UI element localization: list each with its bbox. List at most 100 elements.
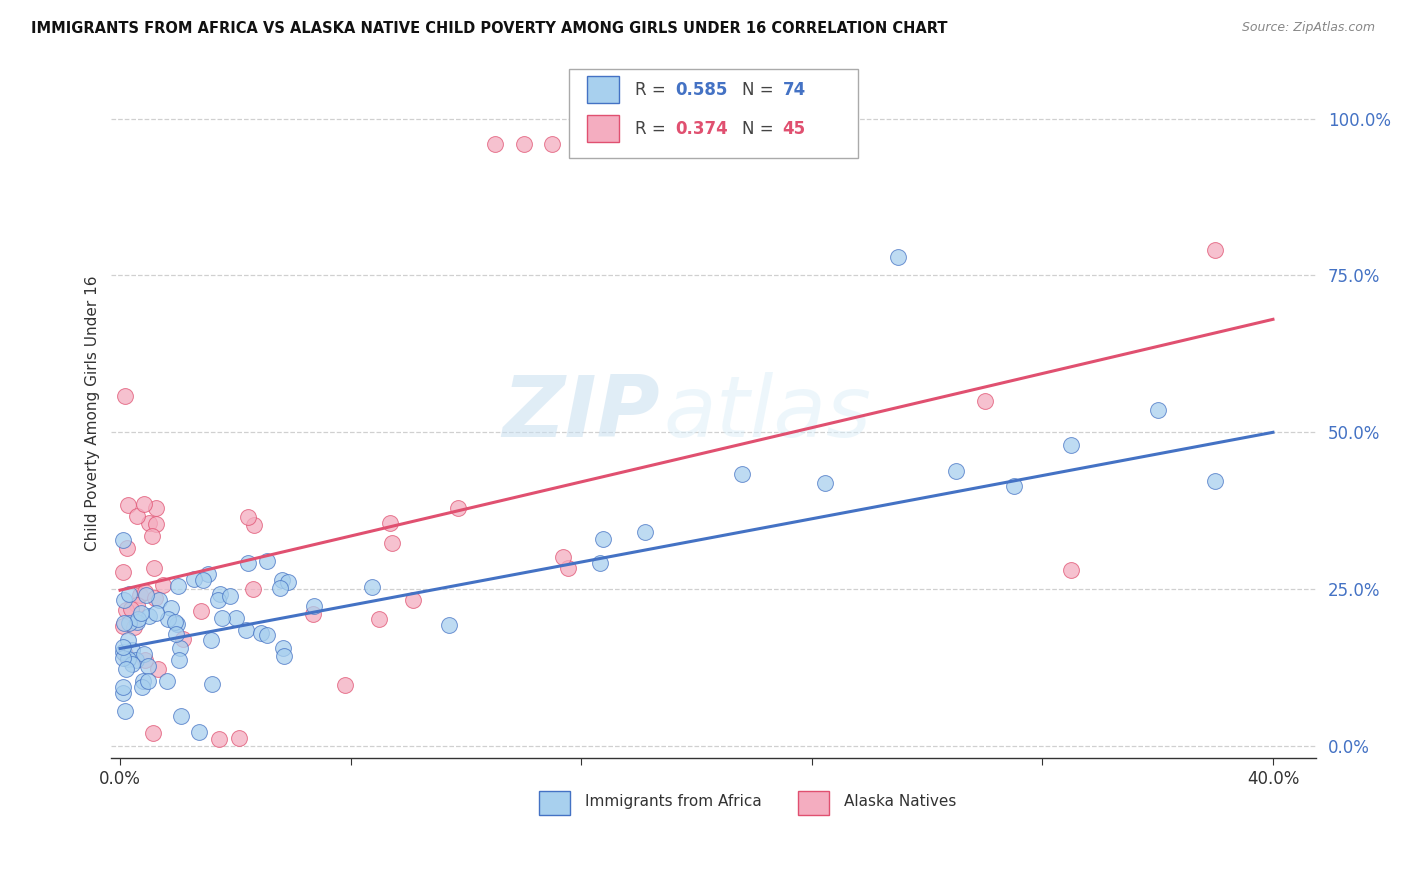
Point [277,574,299,589]
Text: R =: R = [636,120,672,137]
Point [1204,475,1226,489]
Point [131,680,153,694]
Point [163,615,186,629]
Point [112,616,135,631]
Point [172,632,194,647]
Point [273,640,295,655]
Point [134,652,156,666]
Point [129,606,152,620]
Point [111,645,134,659]
Point [136,673,159,688]
Y-axis label: Child Poverty Among Girls Under 16: Child Poverty Among Girls Under 16 [86,276,100,551]
Point [1060,438,1083,452]
Text: Source: ZipAtlas.com: Source: ZipAtlas.com [1241,21,1375,34]
Point [156,611,179,625]
Point [242,582,264,596]
Text: N =: N = [741,80,779,99]
Point [135,588,157,602]
Point [211,611,233,625]
Point [887,250,910,264]
Point [170,708,193,723]
Point [132,673,155,688]
Point [112,592,135,607]
Point [378,516,401,530]
Point [117,541,139,555]
Point [1146,403,1168,417]
Point [125,652,148,666]
Point [273,649,295,664]
Point [190,603,212,617]
Point [115,602,138,616]
Text: 45: 45 [783,120,806,137]
Text: R =: R = [636,80,672,99]
Point [114,648,136,662]
Point [166,616,188,631]
Text: IMMIGRANTS FROM AFRICA VS ALASKA NATIVE CHILD POVERTY AMONG GIRLS UNDER 16 CORRE: IMMIGRANTS FROM AFRICA VS ALASKA NATIVE … [31,21,948,36]
Point [121,657,143,672]
Point [160,601,183,615]
Point [111,533,134,547]
Point [138,516,160,531]
Point [117,651,139,665]
Point [236,510,259,524]
Text: Immigrants from Africa: Immigrants from Africa [585,794,762,808]
Text: 0.585: 0.585 [675,80,728,99]
Point [333,678,356,692]
Point [117,633,139,648]
Point [256,554,278,568]
Text: 0.374: 0.374 [675,120,728,137]
Point [945,464,967,478]
Point [127,598,149,612]
Point [243,518,266,533]
Point [814,475,837,490]
Point [368,612,391,626]
Point [402,592,425,607]
Point [973,393,995,408]
Point [225,611,247,625]
Point [156,673,179,688]
Point [112,680,135,694]
Point [219,589,242,603]
Point [111,651,134,665]
Point [117,498,139,512]
Point [111,640,134,654]
Point [129,588,152,602]
Point [270,573,292,587]
Point [250,626,273,640]
Point [512,136,534,151]
Point [125,508,148,523]
Point [114,389,136,403]
Point [1002,479,1025,493]
Point [145,516,167,531]
Point [167,653,190,667]
Point [141,528,163,542]
Point [142,726,165,740]
Point [111,566,134,580]
Point [191,573,214,587]
Point [118,587,141,601]
Point [188,725,211,739]
Point [183,572,205,586]
Point [111,619,134,633]
Point [269,581,291,595]
Point [200,676,222,690]
Point [127,615,149,629]
Point [134,585,156,599]
Point [122,619,145,633]
FancyBboxPatch shape [799,791,830,814]
FancyBboxPatch shape [569,69,859,158]
Text: ZIP: ZIP [502,372,659,455]
Point [439,618,461,632]
Point [143,591,166,605]
Point [165,627,187,641]
Point [302,599,325,614]
FancyBboxPatch shape [588,76,619,103]
Point [209,587,232,601]
Point [256,627,278,641]
Point [236,556,259,570]
Point [592,533,614,547]
Point [1060,563,1083,577]
Text: N =: N = [741,120,779,137]
Point [169,640,191,655]
Point [731,467,754,481]
